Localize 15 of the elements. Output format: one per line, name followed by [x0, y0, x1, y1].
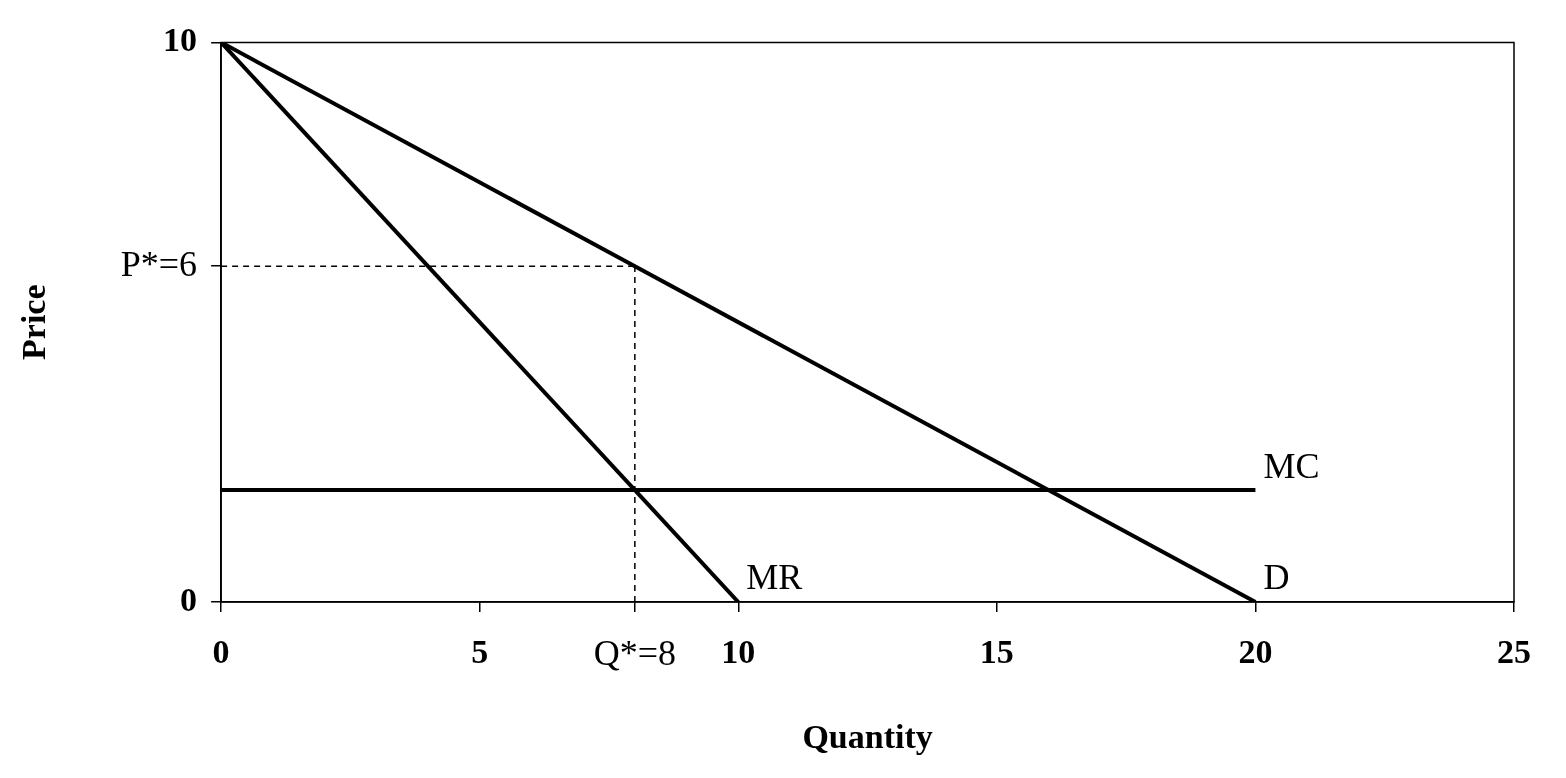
x-tick-label: 0 [212, 633, 230, 671]
x-tick-label: 25 [1497, 633, 1531, 671]
x-tick-label: 15 [979, 633, 1014, 671]
x-tick-label: 20 [1238, 633, 1273, 671]
series-label: MR [746, 557, 803, 598]
series-label: D [1263, 557, 1290, 598]
y-axis-title: Price [15, 284, 53, 360]
x-tick-label: 5 [471, 633, 489, 671]
x-tick-label: Q*=8 [593, 633, 676, 674]
x-axis-title: Quantity [802, 718, 933, 756]
y-tick-label: 0 [180, 580, 198, 618]
y-tick-label: 10 [163, 21, 198, 59]
y-tick-label: P*=6 [120, 243, 198, 284]
x-tick-label: 10 [721, 633, 756, 671]
series-label: MC [1263, 445, 1320, 486]
